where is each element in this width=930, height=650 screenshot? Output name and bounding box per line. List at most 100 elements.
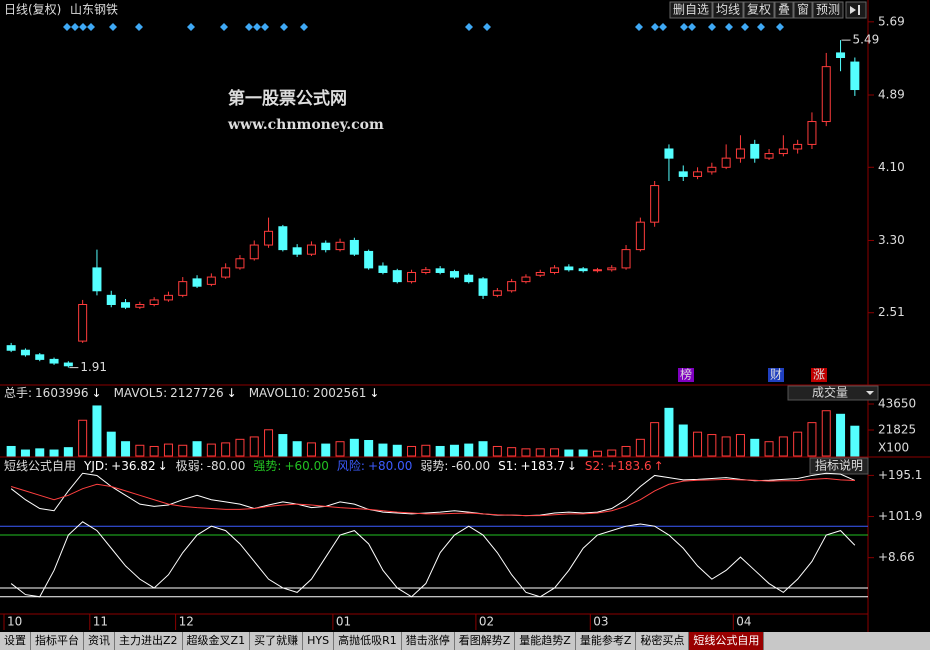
toolbar-button-label[interactable]: 预测	[816, 3, 840, 17]
volume-bar	[78, 419, 88, 457]
candle-body	[407, 271, 417, 283]
x-tick-label: 02	[479, 615, 494, 629]
item-value: +80.00	[368, 459, 412, 473]
toolbar-button-label[interactable]: 复权	[747, 3, 771, 17]
toolbar-button-label[interactable]: 均线	[716, 3, 740, 17]
candle-body	[807, 121, 817, 145]
toolbar-button[interactable]	[793, 1, 813, 19]
tab[interactable]: 量能趋势Z	[515, 632, 576, 650]
marker-bg	[768, 368, 784, 382]
item-sep: :	[444, 459, 448, 473]
volume-bar	[507, 447, 517, 457]
candle-body	[163, 294, 173, 301]
volume-bar	[206, 443, 216, 457]
candle-body	[292, 247, 302, 255]
volume-bar	[764, 441, 774, 457]
marker: 涨	[813, 367, 825, 382]
item-value: +183.6	[607, 459, 651, 473]
candle-body	[335, 241, 345, 251]
volume-bar	[778, 436, 788, 457]
item-arrow: ↓	[567, 459, 577, 473]
toolbar-button[interactable]	[774, 1, 794, 19]
volume-bar	[478, 441, 488, 457]
candle-body	[707, 166, 717, 173]
candle-body	[750, 143, 760, 159]
candle-body	[650, 185, 660, 223]
candle-body	[592, 269, 602, 272]
candle-body	[264, 230, 274, 246]
candle-body	[793, 143, 803, 150]
candle-body	[550, 267, 560, 273]
volume-bar	[364, 440, 374, 457]
candle-body	[106, 294, 116, 305]
volume-bar	[106, 431, 116, 457]
candle-body	[6, 345, 16, 351]
toolbar-button-label[interactable]: 叠	[778, 3, 790, 17]
tab[interactable]: 资讯	[84, 632, 115, 650]
volume-bar	[278, 434, 288, 457]
candle-body	[206, 276, 216, 285]
candle-body	[836, 52, 846, 59]
tab[interactable]: 主力进出Z2	[115, 632, 183, 650]
x-tick-label: 03	[593, 615, 608, 629]
candle-body	[249, 244, 259, 260]
volume-bar	[306, 442, 316, 457]
tab[interactable]: 指标平台	[31, 632, 84, 650]
tab[interactable]: 高抛低吸R1	[334, 632, 402, 650]
toolbar-button[interactable]	[669, 1, 713, 19]
candle-body	[20, 349, 30, 356]
tab[interactable]: 量能参考Z	[576, 632, 637, 650]
x-tick-label: 04	[736, 615, 751, 629]
volume-bar	[578, 449, 588, 457]
toolbar-button[interactable]	[712, 1, 744, 19]
volume-bar	[135, 444, 145, 457]
item-sep: :	[361, 459, 365, 473]
volume-bar	[221, 442, 231, 457]
tab[interactable]: HYS	[303, 632, 335, 650]
volume-title[interactable]: 成交量	[812, 385, 848, 400]
candle-body	[621, 249, 631, 269]
watermark-title: 第一股票公式网	[228, 88, 347, 109]
candle-body	[63, 362, 73, 367]
signal-row	[63, 23, 784, 31]
candle-body	[321, 242, 331, 251]
marker: 财	[770, 368, 782, 382]
marker-bg	[811, 368, 827, 382]
volume-bar	[678, 424, 688, 457]
candle-body	[364, 250, 374, 269]
volume-bar	[821, 410, 831, 457]
item-name: 弱势	[420, 459, 444, 473]
tab[interactable]: 买了就赚	[250, 632, 304, 650]
marker: 榜	[680, 367, 692, 382]
candle-body	[92, 267, 102, 292]
indicator-select[interactable]	[787, 385, 879, 401]
tab[interactable]: 设置	[0, 632, 31, 650]
tab[interactable]: 超级金叉Z1	[183, 632, 251, 650]
candle-body	[149, 299, 159, 305]
item-value: +60.00	[284, 459, 328, 473]
item-value: -60.00	[451, 459, 490, 473]
tab[interactable]: 猎击涨停	[402, 632, 455, 650]
tab[interactable]: 秘密买点	[636, 632, 690, 650]
toolbar-button-label[interactable]: 删自选	[673, 3, 709, 17]
x-tick-label: 10	[7, 615, 22, 629]
item-sep: :	[200, 459, 204, 473]
candle-body	[449, 271, 459, 278]
y-tick-label: +195.1	[878, 468, 922, 482]
toolbar-button[interactable]	[812, 1, 844, 19]
candle-body	[821, 66, 831, 123]
volume-bar	[521, 448, 531, 457]
tab[interactable]: 短线公式自用	[689, 632, 765, 650]
help-button-label[interactable]: 指标说明	[815, 458, 863, 473]
candle-body	[392, 270, 402, 283]
header-arrow: ↓	[369, 386, 379, 400]
y-tick-label: 21825	[878, 422, 916, 436]
candle-body	[464, 274, 474, 283]
toolbar-button[interactable]	[743, 1, 775, 19]
y-tick-label: +8.66	[878, 550, 915, 564]
candle-body	[678, 171, 688, 177]
toolbar-button-label[interactable]: 窗	[797, 3, 809, 17]
volume-bar	[149, 445, 159, 457]
tab[interactable]: 看图解势Z	[455, 632, 516, 650]
period: 日线(复权)	[4, 3, 61, 17]
